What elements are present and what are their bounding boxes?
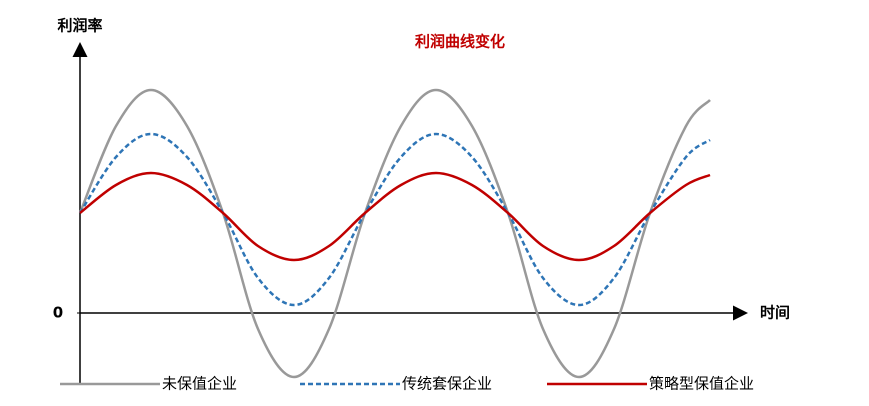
y-axis-label: 利润率 xyxy=(57,17,102,35)
series-line xyxy=(78,88,711,379)
series-line xyxy=(79,171,711,262)
y-tick-label: 0 xyxy=(53,304,63,322)
series-line xyxy=(78,132,711,307)
chart-title: 利润曲线变化 xyxy=(415,33,505,51)
x-axis-label: 时间 xyxy=(760,304,790,322)
legend-label: 未保值企业 xyxy=(162,375,237,393)
legend-label: 策略型保值企业 xyxy=(649,375,754,393)
legend-label: 传统套保企业 xyxy=(402,375,492,393)
